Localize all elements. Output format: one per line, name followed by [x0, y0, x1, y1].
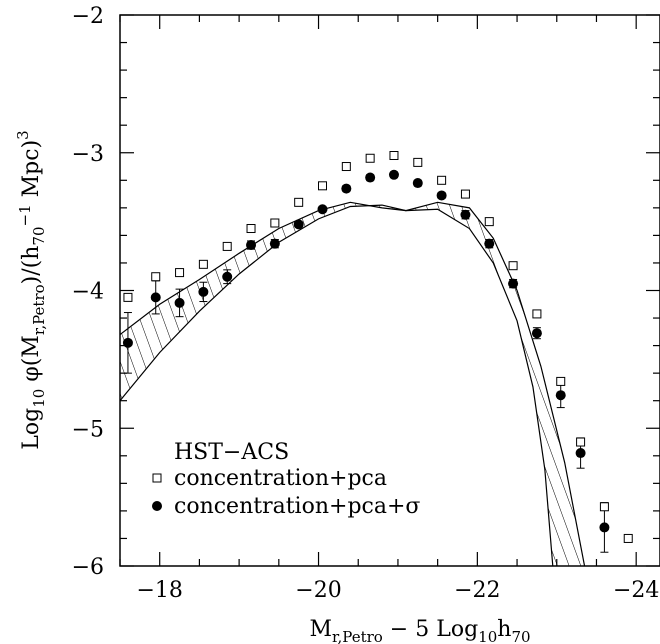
- filled-circle-point: [365, 172, 376, 183]
- open-square-point: [294, 197, 304, 207]
- axis-ticks: [119, 14, 660, 567]
- data-markers: [122, 151, 633, 543]
- filled-circle-point: [388, 169, 399, 180]
- open-square-point: [508, 261, 518, 271]
- open-square-point: [123, 292, 133, 302]
- open-square-point: [246, 224, 256, 234]
- legend-filled-circle-marker: [152, 501, 162, 511]
- filled-circle-point: [531, 328, 542, 339]
- y-tick-label: −5: [72, 417, 104, 442]
- y-tick-label: −4: [72, 280, 104, 305]
- filled-circle-point: [150, 292, 161, 303]
- filled-circle-point: [460, 209, 471, 220]
- open-square-point: [556, 376, 566, 386]
- x-tick-labels: −18 −20 −22 −24: [136, 578, 659, 603]
- filled-circle-point: [222, 271, 233, 282]
- y-tick-labels: −2 −3 −4 −5 −6: [72, 4, 104, 580]
- x-tick-label: −20: [295, 578, 341, 603]
- filled-circle-point: [508, 278, 519, 289]
- filled-circle-point: [198, 286, 209, 297]
- legend: HST−ACS concentration+pca concentration+…: [152, 440, 420, 519]
- open-square-point: [318, 181, 327, 191]
- open-square-point: [460, 189, 470, 199]
- open-square-point: [151, 272, 161, 282]
- band-upper-edge: [120, 201, 586, 566]
- legend-title: HST−ACS: [174, 440, 289, 465]
- filled-circle-point: [555, 390, 566, 401]
- y-axis-title: Log10 φ(Mr,Petro)/(h70−1 Mpc)3: [14, 130, 48, 449]
- open-square-point: [389, 151, 399, 161]
- filled-circle-point: [122, 337, 133, 348]
- open-square-point: [599, 502, 609, 512]
- y-tick-label: −6: [72, 555, 104, 580]
- open-square-point: [623, 533, 633, 543]
- legend-open-square-marker: [152, 473, 162, 483]
- open-square-point: [532, 309, 542, 319]
- open-square-point: [484, 217, 494, 227]
- filled-circle-point: [484, 238, 495, 249]
- legend-entry-concentration-pca-sigma: concentration+pca+σ: [174, 494, 420, 519]
- y-tick-label: −3: [72, 142, 104, 167]
- y-tick-label: −2: [72, 4, 104, 29]
- x-axis-title: Mr,Petro − 5 Log10h70: [309, 617, 530, 644]
- filled-circle-point: [341, 183, 352, 194]
- filled-circle-point: [269, 238, 280, 249]
- band-lower-edge: [120, 204, 554, 566]
- open-square-point: [198, 259, 208, 269]
- x-tick-label: −22: [454, 578, 500, 603]
- x-tick-label: −18: [136, 578, 182, 603]
- open-square-point: [576, 437, 586, 447]
- open-square-point: [270, 218, 280, 228]
- open-square-point: [341, 162, 351, 172]
- filled-circle-point: [174, 297, 185, 308]
- open-square-point: [365, 153, 375, 163]
- filled-circle-point: [599, 522, 610, 533]
- filled-circle-point: [412, 178, 423, 189]
- legend-entry-concentration-pca: concentration+pca: [174, 466, 387, 491]
- open-square-point: [222, 241, 232, 251]
- filled-circle-point: [246, 240, 257, 251]
- open-square-point: [413, 157, 423, 167]
- open-square-point: [175, 268, 185, 278]
- hatched-model-band: [120, 201, 586, 566]
- filled-circle-point: [436, 190, 447, 201]
- filled-circle-point: [293, 219, 304, 230]
- x-tick-label: −24: [613, 578, 659, 603]
- filled-circle-point: [317, 204, 328, 215]
- filled-circle-point: [575, 448, 586, 459]
- open-square-point: [437, 175, 447, 185]
